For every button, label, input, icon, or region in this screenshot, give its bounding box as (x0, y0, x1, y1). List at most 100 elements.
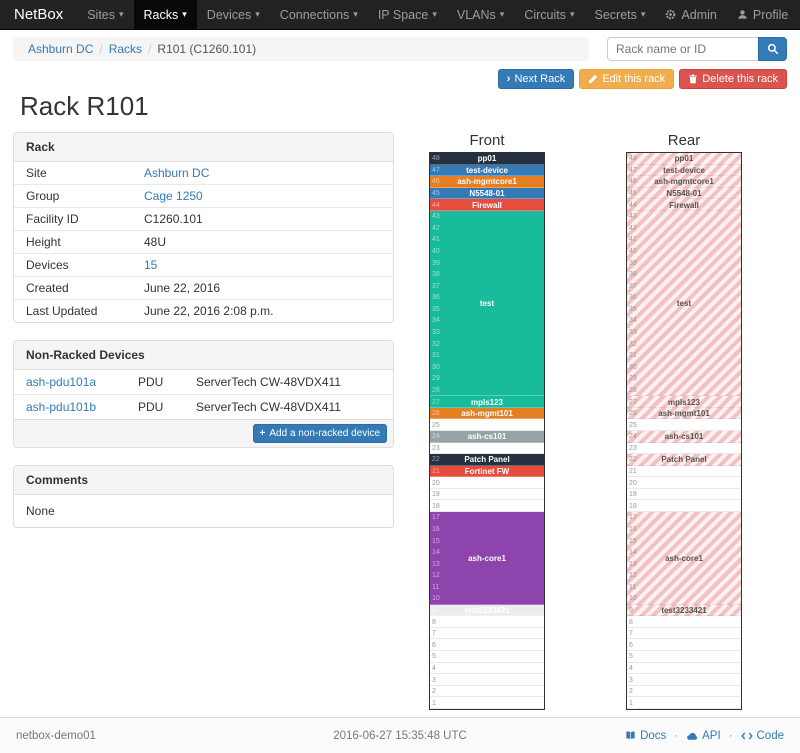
left-column: Rack Site Ashburn DC Group Cage 1250 Facilit… (13, 132, 394, 545)
nav-item-profile[interactable]: Profile (727, 0, 798, 29)
unit-number: 1 (432, 699, 436, 707)
rear-device-ash-mgmt101[interactable]: ash-mgmt101 (627, 407, 741, 420)
nav-item-vlans[interactable]: VLANs ▾ (447, 0, 514, 29)
attr-value-link[interactable]: 15 (144, 258, 158, 272)
unit-number: 13 (629, 560, 637, 568)
rear-device-test3233421[interactable]: test3233421 (627, 604, 741, 617)
rack-unit (430, 674, 544, 686)
nav-item-ip-space[interactable]: IP Space ▾ (368, 0, 447, 29)
device-model: ServerTech CW-48VDX411 (184, 394, 393, 419)
front-device-firewall[interactable]: Firewall (430, 199, 544, 211)
comments-panel-title: Comments (14, 466, 393, 495)
front-device-ash-core1[interactable]: ash-core1 (430, 512, 544, 605)
nav-item-devices[interactable]: Devices ▾ (197, 0, 270, 29)
unit-number: 20 (432, 479, 440, 487)
attr-value-link[interactable]: Cage 1250 (144, 189, 203, 203)
unit-number: 43 (432, 213, 440, 221)
rack-unit (430, 477, 544, 489)
rear-elevation: Rear 48 47 46 45 44 43 42 41 40 39 38 37 36 35 34 33 32 3… (625, 132, 743, 710)
rear-device-patch-panel[interactable]: Patch Panel (627, 454, 741, 466)
nav-item-admin[interactable]: Admin (655, 0, 726, 29)
nav-item-label: Racks (143, 7, 179, 22)
front-device-n5548-01[interactable]: N5548-01 (430, 187, 544, 200)
chevron-down-icon: ▾ (499, 9, 505, 19)
unit-number: 25 (432, 421, 440, 429)
nav-item-circuits[interactable]: Circuits ▾ (514, 0, 584, 29)
admin-label: Admin (681, 7, 717, 22)
device-role: PDU (126, 394, 184, 419)
unit-number: 32 (432, 340, 440, 348)
rack-actions: › Next Rack Edit this rack Delete this r… (13, 69, 787, 89)
unit-number: 46 (432, 178, 440, 186)
front-device-fortinet-fw[interactable]: Fortinet FW (430, 465, 544, 478)
cloud-icon (686, 730, 698, 742)
attr-value-link[interactable]: Ashburn DC (144, 166, 210, 180)
unit-number: 27 (432, 398, 440, 406)
attr-value: 48U (132, 230, 393, 254)
front-elevation: Front 48 47 46 45 44 43 42 41 40 39 38 37 36 35 34 33 32… (428, 132, 546, 710)
delete-rack-button[interactable]: Delete this rack (679, 69, 787, 89)
nav-item-secrets[interactable]: Secrets ▾ (585, 0, 656, 29)
nav-item-connections[interactable]: Connections ▾ (270, 0, 368, 29)
unit-number: 38 (432, 271, 440, 279)
rack-unit (627, 639, 741, 652)
rear-device-test[interactable]: test (627, 210, 741, 397)
rack-unit (627, 662, 741, 675)
rear-device-firewall[interactable]: Firewall (627, 199, 741, 211)
rear-device-ash-core1[interactable]: ash-core1 (627, 512, 741, 605)
rear-device-ash-cs101[interactable]: ash-cs101 (627, 431, 741, 443)
rack-search-form (607, 37, 787, 61)
add-nonracked-device-button[interactable]: + Add a non-racked device (252, 424, 387, 443)
unit-number: 15 (432, 537, 440, 545)
comments-panel: Comments None (13, 465, 394, 528)
rack-unit (430, 685, 544, 698)
footer-link-docs[interactable]: Docs (625, 730, 666, 742)
rear-device-test-device[interactable]: test-device (627, 164, 741, 177)
rack-unit (430, 419, 544, 431)
brand[interactable]: NetBox (14, 6, 64, 23)
front-device-ash-mgmt101[interactable]: ash-mgmt101 (430, 407, 544, 420)
unit-number: 8 (432, 618, 436, 626)
search-button[interactable] (758, 37, 787, 61)
breadcrumb-site-link[interactable]: Ashburn DC (28, 42, 94, 56)
front-device-patch-panel[interactable]: Patch Panel (430, 454, 544, 466)
device-link[interactable]: ash-pdu101a (26, 375, 97, 389)
rear-device-pp01[interactable]: pp01 (627, 153, 741, 165)
rack-unit (627, 442, 741, 455)
attr-label: Site (26, 166, 47, 180)
search-input[interactable] (607, 37, 758, 61)
front-device-pp01[interactable]: pp01 (430, 153, 544, 165)
unit-number: 39 (432, 259, 440, 267)
unit-number: 4 (432, 664, 436, 672)
next-rack-button[interactable]: › Next Rack (497, 69, 575, 89)
nonracked-panel-title: Non-Racked Devices (14, 341, 393, 370)
unit-number: 30 (629, 363, 637, 371)
unit-number: 1 (629, 699, 633, 707)
attr-value: 15 (132, 253, 393, 277)
rear-device-ash-mgmtcore1[interactable]: ash-mgmtcore1 (627, 176, 741, 188)
nav-item-sites[interactable]: Sites ▾ (77, 0, 133, 29)
unit-number: 44 (629, 201, 637, 209)
front-device-ash-mgmtcore1[interactable]: ash-mgmtcore1 (430, 176, 544, 188)
nav-item-racks[interactable]: Racks ▾ (133, 0, 197, 29)
edit-rack-button[interactable]: Edit this rack (579, 69, 675, 89)
front-device-mpls123[interactable]: mpls123 (430, 396, 544, 408)
footer-link-code[interactable]: Code (740, 730, 784, 742)
attr-label: Created (14, 276, 132, 300)
rear-device-mpls123[interactable]: mpls123 (627, 396, 741, 408)
unit-number: 27 (629, 398, 637, 406)
rear-device-n5548-01[interactable]: N5548-01 (627, 187, 741, 200)
front-device-test-device[interactable]: test-device (430, 164, 544, 177)
front-device-test[interactable]: test (430, 210, 544, 397)
table-row: Site Ashburn DC (14, 162, 393, 185)
breadcrumb-separator: / (99, 42, 103, 56)
rack-unit (430, 500, 544, 513)
unit-number: 36 (629, 294, 637, 302)
chevron-down-icon: ▾ (569, 9, 575, 19)
device-link[interactable]: ash-pdu101b (26, 400, 97, 414)
breadcrumb-current: R101 (C1260.101) (157, 42, 257, 56)
footer-link-api[interactable]: API (686, 730, 721, 742)
front-device-ash-cs101[interactable]: ash-cs101 (430, 431, 544, 443)
front-device-test3233421[interactable]: test3233421 (430, 604, 544, 617)
breadcrumb-racks-link[interactable]: Racks (108, 42, 143, 56)
